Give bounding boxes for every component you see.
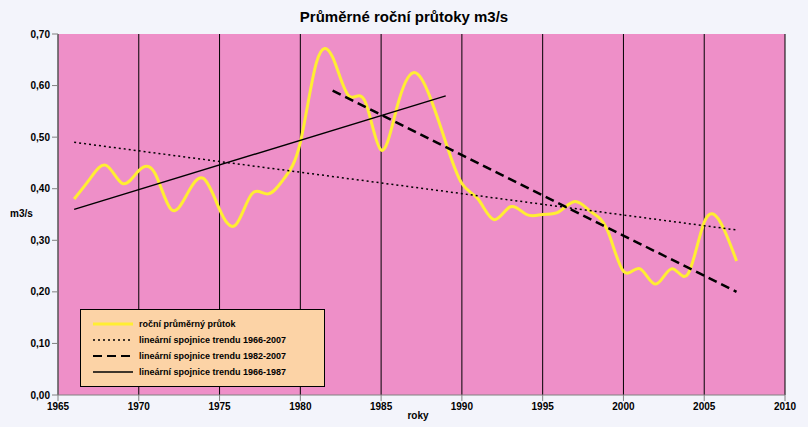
svg-text:1970: 1970 [128, 401, 151, 412]
svg-text:0,00: 0,00 [31, 390, 51, 401]
html-text:lineární spojnice trendu 1982-: lineární spojnice trendu 1982-2007 [139, 351, 287, 361]
svg-text:1965: 1965 [47, 401, 70, 412]
html-text:roční průměrný průtok: roční průměrný průtok [139, 319, 236, 329]
svg-text:1980: 1980 [289, 401, 312, 412]
html-text:m3/s: m3/s [10, 207, 33, 219]
html-text:lineární spojnice trendu 1966-: lineární spojnice trendu 1966-1987 [139, 367, 287, 377]
svg-text:2010: 2010 [774, 401, 797, 412]
svg-text:1985: 1985 [370, 401, 393, 412]
svg-text:1975: 1975 [208, 401, 231, 412]
html-text:roky: roky [407, 410, 429, 421]
svg-text:2005: 2005 [693, 401, 716, 412]
svg-text:0,40: 0,40 [31, 183, 51, 194]
svg-text:0,50: 0,50 [31, 132, 51, 143]
svg-text:0,20: 0,20 [31, 286, 51, 297]
svg-text:0,70: 0,70 [31, 29, 51, 40]
svg-text:0,30: 0,30 [31, 235, 51, 246]
html-text:lineární spojnice trendu 1966-: lineární spojnice trendu 1966-2007 [139, 335, 287, 345]
svg-text:2000: 2000 [612, 401, 635, 412]
html-text:Průměrné roční průtoky m3/s: Průměrné roční průtoky m3/s [299, 8, 509, 25]
svg-text:0,60: 0,60 [31, 80, 51, 91]
svg-text:0,10: 0,10 [31, 338, 51, 349]
svg-text:1990: 1990 [451, 401, 474, 412]
svg-text:1995: 1995 [532, 401, 555, 412]
